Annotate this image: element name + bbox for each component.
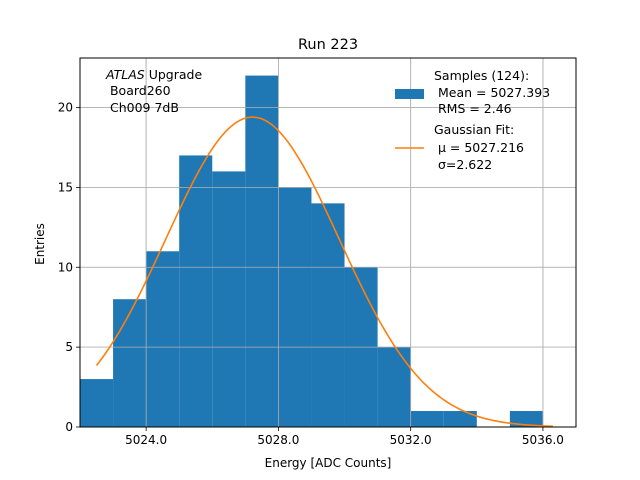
histogram-bars — [80, 58, 576, 428]
histogram-bar-4 — [212, 171, 246, 427]
board-label: Board260 — [106, 83, 171, 98]
legend: Samples (124): Mean = 5027.393 RMS = 2.4… — [395, 68, 550, 172]
histogram-bar-13 — [509, 411, 543, 427]
plot-frame — [79, 57, 577, 428]
x-tick-label-2: 5032.0 — [390, 433, 432, 447]
channel-label: Ch009 7dB — [106, 100, 179, 115]
y-tick-label-2: 10 — [58, 260, 73, 274]
y-axis-label: Entries — [33, 223, 47, 265]
legend-fit-sigma: σ=2.622 — [434, 157, 492, 172]
legend-samples-swatch — [395, 89, 424, 99]
histogram-bar-3 — [179, 155, 213, 427]
legend-fit-mu: μ = 5027.216 — [434, 140, 524, 155]
y-tick-label-3: 15 — [58, 180, 73, 194]
gaussian-fit-layer — [95, 116, 553, 428]
legend-samples-rms: RMS = 2.46 — [434, 101, 512, 116]
y-tick-label-4: 20 — [58, 101, 73, 115]
upgrade-label: Upgrade — [145, 67, 203, 82]
legend-samples-line1: Samples (124): — [434, 68, 529, 83]
histogram-bar-10 — [410, 411, 444, 427]
x-tick-label-3: 5036.0 — [522, 433, 564, 447]
x-tick-label-1: 5028.0 — [257, 433, 299, 447]
atlas-annotation: ATLAS Upgrade — [105, 67, 202, 82]
atlas-label: ATLAS — [105, 67, 145, 82]
ticks-layer: 5024.0 5028.0 5032.0 5036.0 0 5 10 15 20 — [58, 101, 564, 447]
x-tick-label-0: 5024.0 — [125, 433, 167, 447]
histogram-bar-0 — [80, 379, 114, 427]
legend-fit-line1: Gaussian Fit: — [434, 122, 514, 137]
x-axis-label: Energy [ADC Counts] — [265, 456, 392, 470]
gaussian-fit-curve — [95, 116, 553, 428]
histogram-bar-5 — [245, 75, 279, 428]
chart-title: Run 223 — [298, 37, 358, 53]
histogram-bar-2 — [146, 251, 180, 427]
histogram-bar-11 — [443, 411, 477, 427]
histogram-bar-6 — [278, 187, 312, 427]
y-tick-label-1: 5 — [65, 340, 73, 354]
y-tick-label-0: 0 — [65, 420, 73, 434]
histogram-bar-9 — [377, 347, 411, 427]
histogram-bar-1 — [113, 299, 147, 427]
histogram-bar-7 — [311, 203, 345, 427]
legend-samples-mean: Mean = 5027.393 — [434, 85, 550, 100]
